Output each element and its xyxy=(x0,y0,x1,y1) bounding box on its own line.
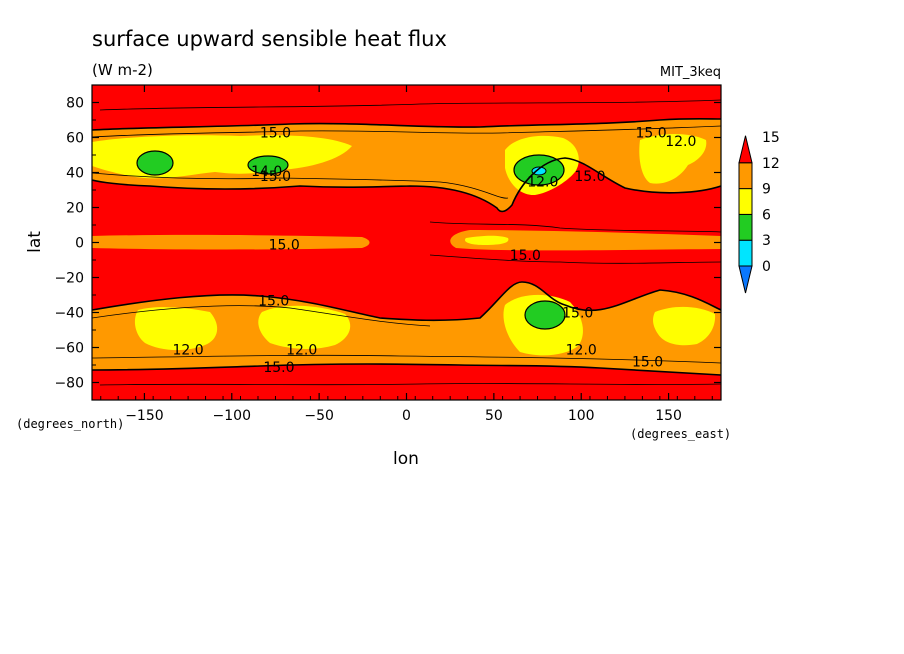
y-tick-label: 80 xyxy=(66,96,84,112)
colorbar-segment xyxy=(738,213,753,241)
y-tick-label: 0 xyxy=(75,236,84,252)
x-axis: −150 −100 −50 0 50 100 150 xyxy=(100,85,713,424)
contour-label: 12.0 xyxy=(286,342,317,358)
heat-flux-field: 15.0 15.012.014.015.0 12.0 15.015.015.015.0… xyxy=(92,85,721,400)
model-label: MIT_3keq xyxy=(660,65,721,80)
colorbar-label: 15 xyxy=(762,130,780,146)
y-axis-label: lat xyxy=(25,231,45,253)
x-tick-label: −50 xyxy=(304,408,334,424)
y-axis: 80 60 40 20 0 −20 −40 −60 −80 xyxy=(54,84,721,401)
colorbar-label: 3 xyxy=(762,233,771,249)
y-tick-label: 60 xyxy=(66,131,84,147)
colorbar-label: 6 xyxy=(762,207,771,223)
contour-label: 15.0 xyxy=(636,125,667,141)
y-units-label: (degrees_north) xyxy=(16,417,124,431)
contour-label: 15.0 xyxy=(632,355,663,371)
colorbar-segment xyxy=(738,162,753,190)
contour-label: 12.0 xyxy=(665,134,696,150)
colorbar-segment xyxy=(738,188,753,215)
contour-label: 12.0 xyxy=(527,174,558,190)
colorbar-extend-low xyxy=(738,265,753,294)
x-axis-label: lon xyxy=(393,449,419,469)
x-tick-label: 50 xyxy=(485,408,503,424)
colorbar-segment xyxy=(738,239,753,267)
colorbar-label: 0 xyxy=(762,259,771,275)
colorbar-label: 12 xyxy=(762,156,780,172)
colorbar-label: 9 xyxy=(762,182,771,198)
contour-label: 15.0 xyxy=(260,169,291,185)
y-tick-label: 40 xyxy=(66,166,84,182)
colorbar: 0 3 6 9 12 15 xyxy=(738,130,780,294)
x-tick-label: 100 xyxy=(568,408,595,424)
contour-label: 15.0 xyxy=(510,248,541,264)
contour-label: 15.0 xyxy=(574,169,605,185)
contour-label: 15.0 xyxy=(260,125,291,141)
contour-labels: 15.0 15.012.014.015.0 12.0 15.015.015.015.0… xyxy=(173,125,697,376)
contour-label: 15.0 xyxy=(562,306,593,322)
contour-label: 12.0 xyxy=(566,342,597,358)
x-tick-label: −150 xyxy=(125,408,163,424)
contour-label: 12.0 xyxy=(173,342,204,358)
y-tick-label: −80 xyxy=(54,376,84,392)
contour-label: 15.0 xyxy=(269,237,300,253)
y-tick-label: −20 xyxy=(54,271,84,287)
y-tick-label: −60 xyxy=(54,341,84,357)
x-units-label: (degrees_east) xyxy=(630,427,731,441)
x-tick-label: 0 xyxy=(402,408,411,424)
contour-label: 14.0 xyxy=(251,164,282,180)
y-tick-label: −40 xyxy=(54,306,84,322)
chart-units: (W m-2) xyxy=(92,61,153,79)
contour-label: 15.0 xyxy=(258,293,289,309)
x-tick-label: −100 xyxy=(213,408,251,424)
y-tick-label: 20 xyxy=(66,201,84,217)
chart-title: surface upward sensible heat flux xyxy=(92,27,447,51)
colorbar-extend-high xyxy=(738,135,753,164)
x-tick-label: 150 xyxy=(655,408,682,424)
contour-label: 15.0 xyxy=(263,360,294,376)
